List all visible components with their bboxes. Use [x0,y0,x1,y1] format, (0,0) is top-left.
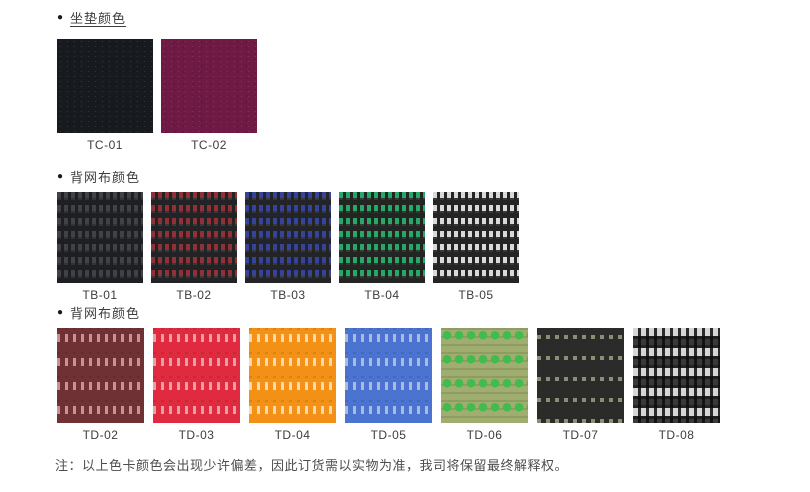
bullet-icon: ● [57,307,64,318]
fabric-swatch [433,192,519,283]
swatch-label: TD-02 [82,428,119,442]
fabric-swatch [633,328,720,423]
swatch-tb-01: TB-01 [57,192,143,301]
fabric-swatch [537,328,624,423]
fabric-swatch [57,328,144,423]
fabric-swatch [345,328,432,423]
swatch-label: TD-07 [562,428,599,442]
section-title-text: 背网布颜色 [70,170,141,185]
swatch-label: TB-01 [82,288,118,302]
fabric-swatch [339,192,425,283]
fabric-swatch [151,192,237,283]
swatch-label: TD-08 [658,428,695,442]
fabric-swatch [245,192,331,283]
swatch-td-08: TD-08 [633,328,720,441]
swatch-row: TC-01 TC-02 [57,39,810,151]
swatch-tb-02: TB-02 [151,192,237,301]
bullet-icon: ● [57,171,64,182]
section-title-text: 坐垫颜色 [70,11,127,26]
swatch-td-06: TD-06 [441,328,528,441]
section-cushion-colors: ● 坐垫颜色 TC-01 TC-02 [57,12,810,151]
swatch-label: TD-06 [466,428,503,442]
bullet-icon: ● [57,12,64,23]
swatch-row: TD-02 TD-03 TD-04 TD-05 TD-06 TD-07 [57,328,810,441]
swatch-td-07: TD-07 [537,328,624,441]
swatch-tb-05: TB-05 [433,192,519,301]
section-back-mesh-tb: ● 背网布颜色 TB-01 TB-02 TB-03 TB-04 TB-0 [57,171,810,301]
swatch-label: TC-02 [191,138,227,152]
swatch-label: TD-03 [178,428,215,442]
section-title-cushion: ● 坐垫颜色 [57,12,810,26]
disclaimer-note: 注：以上色卡颜色会出现少许偏差，因此订货需以实物为准，我司将保留最终解释权。 [55,458,569,473]
swatch-td-03: TD-03 [153,328,240,441]
fabric-swatch [57,39,153,133]
fabric-swatch [441,328,528,423]
fabric-swatch [153,328,240,423]
swatch-label: TB-03 [270,288,306,302]
fabric-swatch [161,39,257,133]
swatch-tc-02: TC-02 [161,39,257,151]
section-back-mesh-td: ● 背网布颜色 TD-02 TD-03 TD-04 TD-05 TD-0 [57,307,810,441]
section-title-back-mesh-td: ● 背网布颜色 [57,307,810,321]
swatch-td-02: TD-02 [57,328,144,441]
swatch-tb-04: TB-04 [339,192,425,301]
swatch-tb-03: TB-03 [245,192,331,301]
swatch-label: TD-05 [370,428,407,442]
fabric-swatch [57,192,143,283]
swatch-label: TB-04 [364,288,400,302]
section-title-back-mesh-tb: ● 背网布颜色 [57,171,810,185]
swatch-label: TB-05 [458,288,494,302]
swatch-label: TD-04 [274,428,311,442]
swatch-td-04: TD-04 [249,328,336,441]
fabric-swatch [249,328,336,423]
swatch-td-05: TD-05 [345,328,432,441]
swatch-tc-01: TC-01 [57,39,153,151]
swatch-label: TC-01 [87,138,123,152]
swatch-label: TB-02 [176,288,212,302]
section-title-text: 背网布颜色 [70,306,141,321]
swatch-row: TB-01 TB-02 TB-03 TB-04 TB-05 [57,192,810,301]
